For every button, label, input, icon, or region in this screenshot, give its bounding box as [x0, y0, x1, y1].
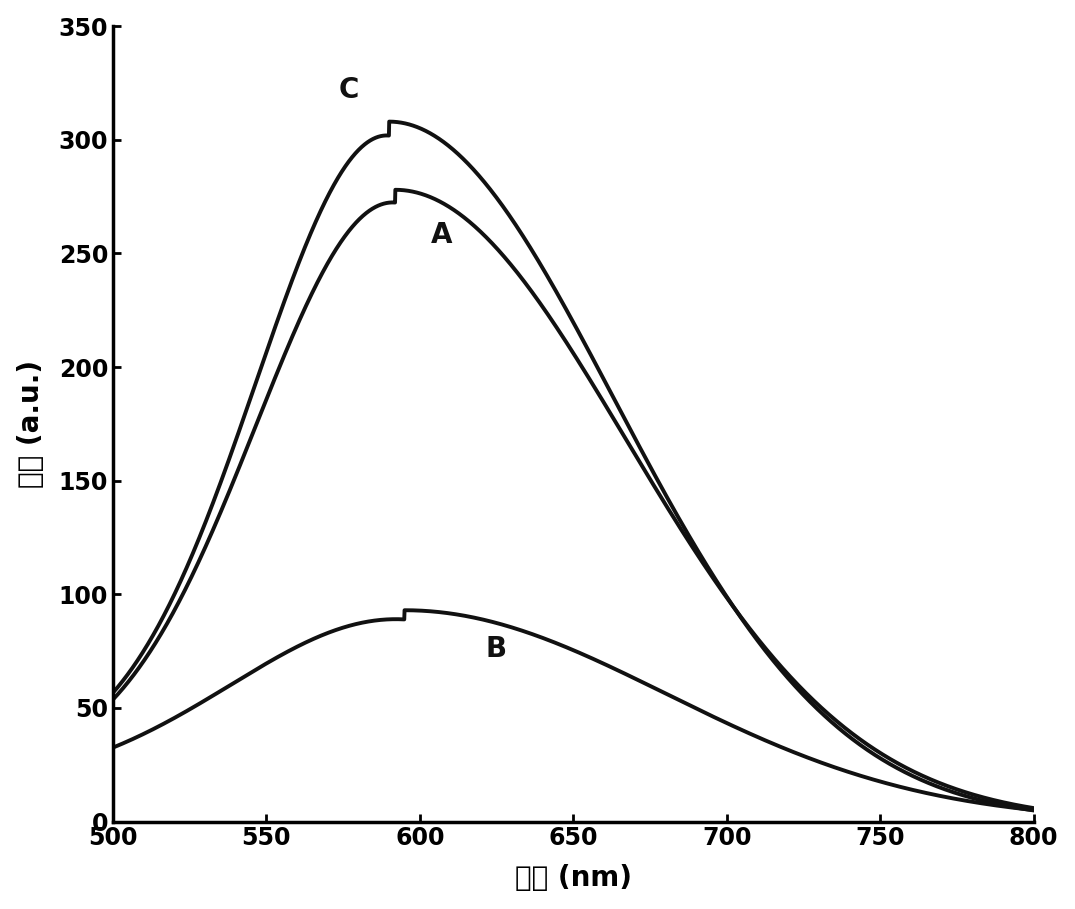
Text: B: B — [486, 634, 507, 663]
X-axis label: 波长 (nm): 波长 (nm) — [515, 864, 632, 893]
Text: C: C — [339, 75, 359, 104]
Text: A: A — [431, 221, 453, 249]
Y-axis label: 强度 (a.u.): 强度 (a.u.) — [17, 360, 45, 488]
